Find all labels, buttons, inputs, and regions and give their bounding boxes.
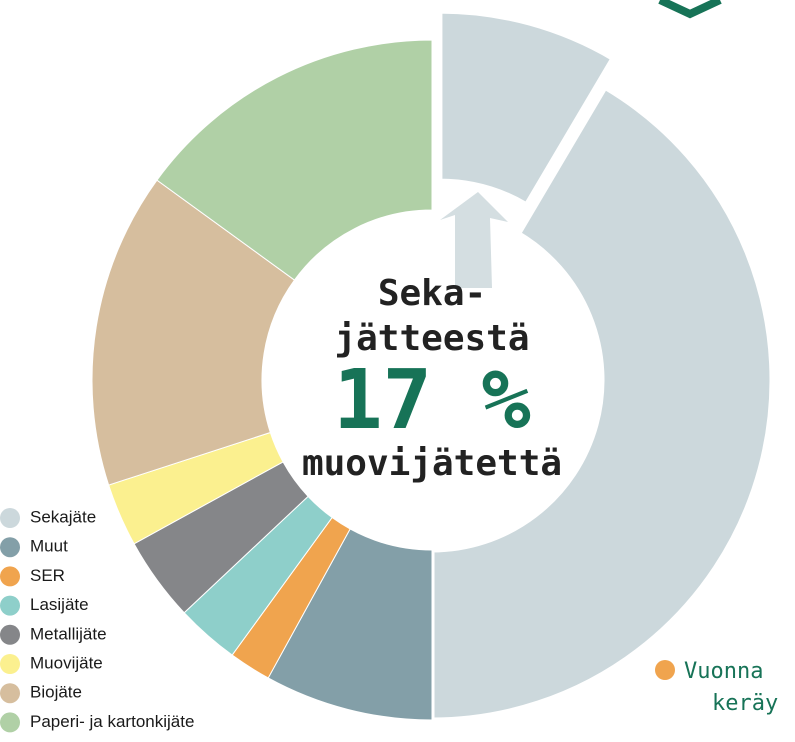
legend-label: Muut	[30, 537, 68, 556]
legend-label: Lasijäte	[30, 595, 89, 614]
legend-label: Sekajäte	[30, 507, 96, 526]
legend-label: Biojäte	[30, 683, 82, 702]
center-share: 17 %	[333, 353, 530, 448]
legend-label: Metallijäte	[30, 624, 107, 643]
legend-swatch	[0, 595, 20, 616]
center-line: jätteestä	[334, 318, 529, 359]
legend-label: Muovijäte	[30, 653, 103, 672]
legend-swatch	[0, 566, 20, 587]
note-dot	[655, 660, 675, 680]
note: Vuonna keräy	[655, 659, 778, 716]
arrow	[440, 192, 508, 288]
legend-swatch	[0, 624, 20, 645]
note-text: Vuonna	[684, 659, 763, 684]
slice	[156, 39, 433, 281]
slice-exploded	[437, 8, 617, 209]
legend: Sekajäte Muut SER Lasijäte Metallijäte Muovij…	[0, 507, 194, 733]
legend-swatch	[0, 537, 20, 558]
donut	[91, 8, 775, 723]
center-line: muovijätettä	[302, 443, 562, 484]
legend-swatch	[0, 654, 20, 674]
note-text: keräy	[712, 691, 778, 716]
legend-swatch	[0, 712, 20, 733]
decoration	[658, 0, 722, 19]
slice	[91, 179, 296, 486]
legend-label: SER	[30, 566, 65, 585]
legend-swatch	[0, 508, 20, 528]
center-line: Seka-	[378, 273, 486, 314]
legend-label: Paperi- ja kartonkijäte	[30, 712, 194, 731]
legend-swatch	[0, 683, 20, 704]
slice	[429, 83, 775, 723]
